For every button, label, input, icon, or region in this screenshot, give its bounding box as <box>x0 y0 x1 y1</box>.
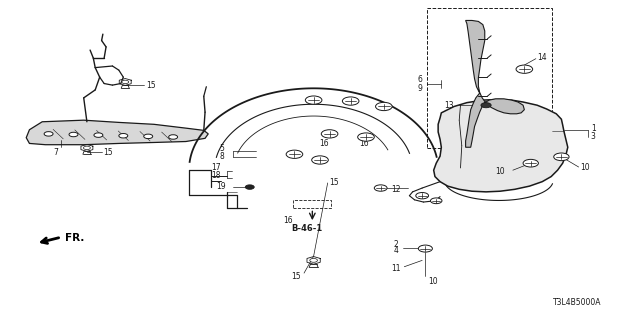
Bar <box>293 199 332 208</box>
Circle shape <box>374 185 387 191</box>
Text: 4: 4 <box>394 246 398 255</box>
Text: 12: 12 <box>392 185 401 194</box>
Text: 7: 7 <box>53 148 58 156</box>
Text: 14: 14 <box>537 53 547 62</box>
Text: 16: 16 <box>319 139 328 148</box>
Polygon shape <box>466 20 524 147</box>
Text: 10: 10 <box>429 276 438 285</box>
Text: 13: 13 <box>445 101 454 110</box>
Circle shape <box>321 130 338 138</box>
Circle shape <box>312 156 328 164</box>
Circle shape <box>44 132 53 136</box>
Circle shape <box>122 80 129 84</box>
Text: 9: 9 <box>417 84 422 93</box>
Text: 11: 11 <box>392 264 401 274</box>
Circle shape <box>376 102 392 111</box>
Circle shape <box>94 133 103 137</box>
Circle shape <box>69 132 78 137</box>
Circle shape <box>144 134 153 139</box>
Text: 10: 10 <box>580 164 590 172</box>
Text: 16: 16 <box>283 216 292 225</box>
Text: 19: 19 <box>216 182 226 191</box>
Text: 15: 15 <box>147 81 156 90</box>
Polygon shape <box>434 100 568 192</box>
Circle shape <box>305 96 322 104</box>
Text: 18: 18 <box>211 172 221 180</box>
Circle shape <box>310 259 317 262</box>
Text: 3: 3 <box>591 132 596 140</box>
Circle shape <box>245 185 254 189</box>
Text: 15: 15 <box>103 148 113 156</box>
Circle shape <box>358 133 374 141</box>
Circle shape <box>416 193 429 199</box>
Bar <box>428 8 552 148</box>
Circle shape <box>481 103 491 108</box>
Polygon shape <box>26 120 208 145</box>
Circle shape <box>83 146 90 150</box>
Text: 2: 2 <box>394 240 398 249</box>
Text: 15: 15 <box>291 272 301 281</box>
Circle shape <box>342 97 359 105</box>
Circle shape <box>419 245 433 252</box>
Circle shape <box>431 198 442 204</box>
Text: 6: 6 <box>417 75 422 84</box>
Text: 5: 5 <box>219 144 224 153</box>
Circle shape <box>554 153 569 161</box>
Text: 17: 17 <box>211 164 221 172</box>
Circle shape <box>286 150 303 158</box>
Text: 8: 8 <box>219 152 224 161</box>
Circle shape <box>169 135 177 139</box>
Text: 16: 16 <box>360 139 369 148</box>
Circle shape <box>119 133 128 138</box>
Text: FR.: FR. <box>65 233 84 243</box>
Text: 10: 10 <box>495 167 505 176</box>
Circle shape <box>516 65 532 73</box>
Circle shape <box>523 159 538 167</box>
Text: 15: 15 <box>330 179 339 188</box>
Text: B-46-1: B-46-1 <box>291 224 323 233</box>
Text: 1: 1 <box>591 124 596 132</box>
Text: T3L4B5000A: T3L4B5000A <box>553 298 602 307</box>
